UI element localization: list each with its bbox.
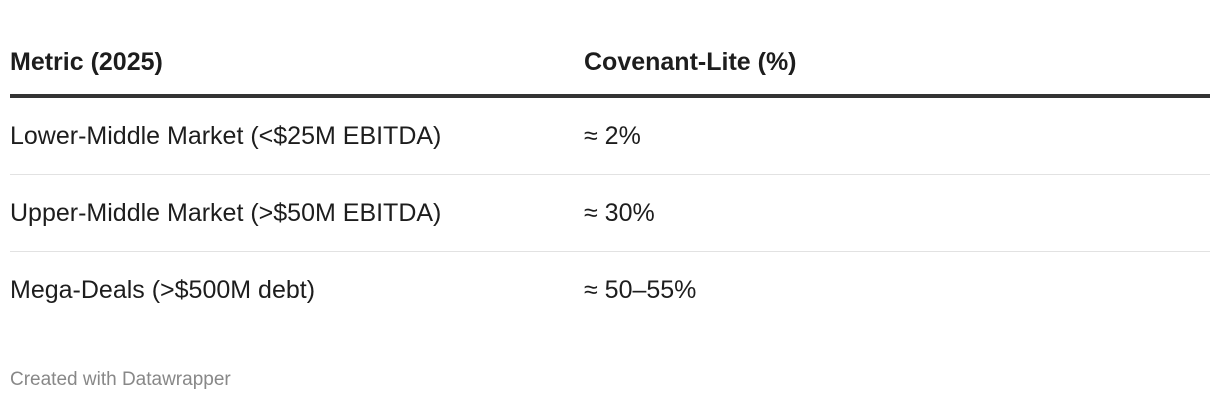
header-cell: Metric (2025) bbox=[10, 47, 163, 76]
header-cell: Covenant-Lite (%) bbox=[584, 47, 797, 76]
header-row: Metric (2025) Covenant-Lite (%) bbox=[10, 0, 1210, 98]
table-cell: Lower-Middle Market (<$25M EBITDA) bbox=[10, 121, 442, 150]
table-cell: Mega-Deals (>$500M debt) bbox=[10, 275, 316, 304]
table-cell: ≈ 2% bbox=[584, 121, 641, 150]
table: Metric (2025) Covenant-Lite (%) Lower-Mi… bbox=[10, 0, 1210, 328]
credit: Created with Datawrapper bbox=[10, 369, 231, 390]
table-row: Upper-Middle Market (>$50M EBITDA) ≈ 30% bbox=[10, 175, 1210, 252]
table-row: Lower-Middle Market (<$25M EBITDA) ≈ 2% bbox=[10, 98, 1210, 175]
table-cell: Upper-Middle Market (>$50M EBITDA) bbox=[10, 198, 442, 227]
table-cell: ≈ 50–55% bbox=[584, 275, 697, 304]
table-cell: ≈ 30% bbox=[584, 198, 655, 227]
table-row: Mega-Deals (>$500M debt) ≈ 50–55% bbox=[10, 252, 1210, 328]
